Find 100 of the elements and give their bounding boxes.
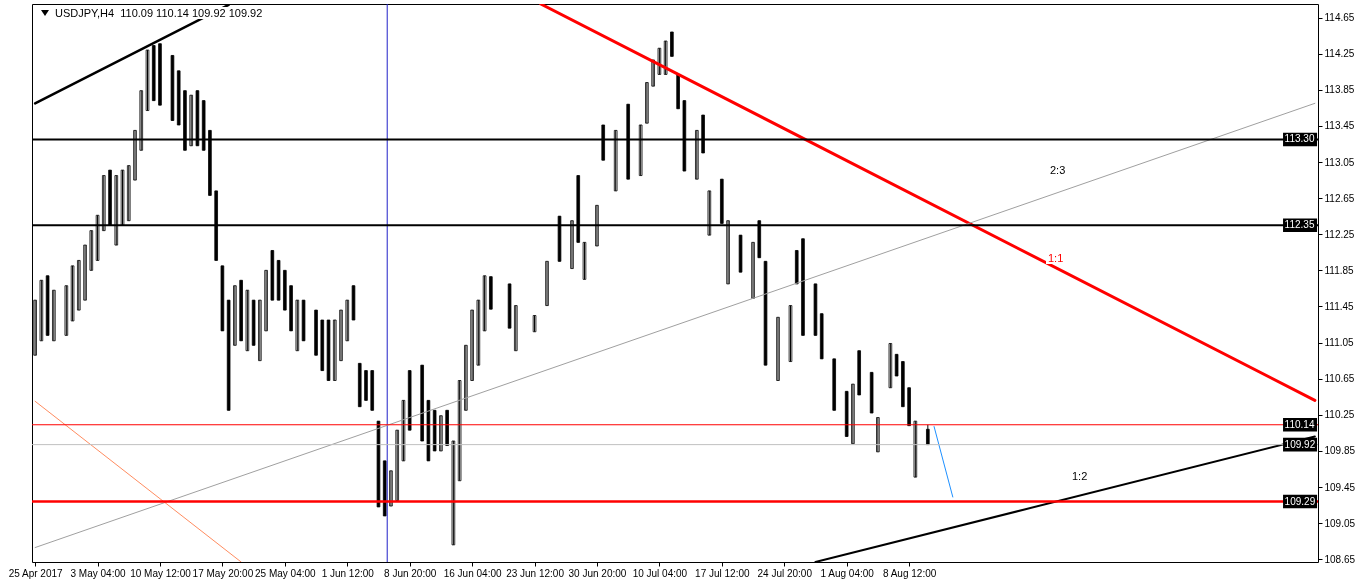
annotation: 1:2 bbox=[1070, 470, 1090, 482]
candlestick bbox=[289, 285, 293, 332]
y-tick-label: 113.85 bbox=[1324, 84, 1355, 96]
candlestick bbox=[913, 420, 918, 478]
candlestick bbox=[333, 319, 337, 382]
candlestick bbox=[389, 470, 393, 507]
candlestick bbox=[83, 244, 87, 301]
candlestick bbox=[857, 350, 861, 396]
candlestick bbox=[376, 420, 381, 508]
candlestick bbox=[251, 299, 256, 346]
candlestick bbox=[445, 409, 449, 447]
y-tick-label: 110.65 bbox=[1324, 373, 1355, 385]
ref-line-label: 109.29 bbox=[1284, 495, 1316, 507]
candlestick bbox=[245, 289, 250, 352]
candlestick bbox=[64, 285, 69, 336]
x-tick-label: 10 Jul 04:00 bbox=[632, 567, 688, 579]
candlestick bbox=[738, 234, 743, 273]
candlestick bbox=[326, 319, 331, 382]
candlestick bbox=[439, 415, 443, 452]
candlestick bbox=[301, 299, 306, 342]
candlestick bbox=[357, 362, 362, 408]
candlestick bbox=[794, 250, 799, 285]
y-tick-label: 111.05 bbox=[1324, 337, 1355, 349]
candlestick bbox=[432, 409, 437, 452]
candlestick bbox=[295, 299, 300, 352]
x-tick-label: 8 Aug 12:00 bbox=[882, 567, 937, 579]
candlestick bbox=[39, 279, 44, 342]
x-tick-label: 25 Apr 2017 bbox=[8, 567, 64, 579]
candlestick bbox=[345, 299, 350, 342]
x-tick-label: 1 Jun 12:00 bbox=[321, 567, 375, 579]
x-tick-label: 10 May 12:00 bbox=[130, 567, 192, 579]
ref-line-label: 112.35 bbox=[1284, 219, 1315, 231]
candlestick bbox=[264, 269, 268, 332]
chart-title: USDJPY,H4 110.09 110.14 109.92 109.92 bbox=[55, 7, 263, 19]
candlestick bbox=[233, 285, 237, 346]
candlestick bbox=[314, 309, 318, 356]
candlestick bbox=[801, 238, 805, 336]
candlestick bbox=[876, 417, 880, 453]
candlestick bbox=[751, 241, 755, 299]
candlestick bbox=[176, 70, 181, 126]
candlestick bbox=[470, 309, 474, 382]
y-tick-label: 108.65 bbox=[1324, 553, 1356, 565]
candlestick bbox=[819, 313, 824, 360]
x-tick-label: 24 Jul 20:00 bbox=[757, 567, 813, 579]
candlestick bbox=[489, 276, 493, 310]
y-tick-label: 109.85 bbox=[1324, 445, 1356, 457]
y-tick-label: 109.05 bbox=[1324, 517, 1356, 529]
candlestick bbox=[457, 380, 462, 482]
candlestick bbox=[364, 370, 368, 401]
candlestick bbox=[52, 289, 56, 342]
candlestick bbox=[776, 316, 780, 382]
candlestick bbox=[763, 260, 768, 366]
ref-line-label: 109.92 bbox=[1284, 438, 1316, 450]
x-tick-label: 8 Jun 20:00 bbox=[384, 567, 437, 579]
candlestick bbox=[370, 370, 374, 411]
x-tick-label: 17 May 20:00 bbox=[192, 567, 254, 579]
x-tick-label: 1 Aug 04:00 bbox=[820, 567, 875, 579]
candlestick bbox=[258, 299, 262, 362]
candlestick bbox=[645, 82, 649, 124]
candlestick bbox=[532, 315, 537, 333]
candlestick bbox=[270, 250, 275, 301]
candlestick bbox=[888, 343, 893, 389]
candlestick bbox=[813, 283, 818, 336]
y-tick-label: 114.25 bbox=[1324, 48, 1355, 60]
candlestick bbox=[663, 40, 668, 75]
ref-line-label: 113.30 bbox=[1284, 133, 1315, 145]
candlestick bbox=[407, 370, 412, 431]
candlestick bbox=[89, 230, 94, 271]
y-tick-label: 112.65 bbox=[1324, 192, 1355, 204]
candlestick bbox=[851, 383, 855, 445]
candlestick bbox=[788, 305, 793, 363]
y-tick-label: 112.25 bbox=[1324, 228, 1355, 240]
x-tick-label: 30 Jun 20:00 bbox=[568, 567, 627, 579]
y-tick-label: 113.45 bbox=[1324, 120, 1355, 132]
y-tick-label: 109.45 bbox=[1324, 481, 1356, 493]
candlestick bbox=[283, 269, 287, 311]
candlestick bbox=[351, 285, 356, 321]
candlestick bbox=[476, 299, 481, 366]
candlestick bbox=[651, 59, 655, 87]
candlestick bbox=[894, 353, 899, 377]
x-tick-label: 25 May 04:00 bbox=[255, 567, 317, 579]
annotation: 2:3 bbox=[1048, 164, 1068, 176]
x-tick-label: 3 May 04:00 bbox=[70, 567, 126, 579]
candlestick bbox=[339, 309, 343, 362]
candlestick bbox=[70, 265, 75, 322]
candlestick bbox=[657, 47, 662, 75]
candlestick bbox=[482, 275, 487, 332]
candlestick bbox=[451, 440, 456, 546]
candlestick bbox=[239, 279, 243, 342]
candlestick bbox=[844, 390, 849, 437]
candlestick bbox=[901, 361, 905, 408]
candlestick bbox=[907, 387, 911, 427]
x-tick-label: 17 Jul 12:00 bbox=[695, 567, 750, 579]
candlestick bbox=[220, 265, 225, 332]
y-tick-label: 111.45 bbox=[1324, 300, 1355, 312]
candlestick bbox=[507, 283, 512, 329]
y-tick-label: 114.65 bbox=[1324, 12, 1355, 24]
y-tick-label: 111.85 bbox=[1324, 264, 1355, 276]
candlestick bbox=[464, 344, 468, 411]
candlestick bbox=[832, 358, 836, 411]
